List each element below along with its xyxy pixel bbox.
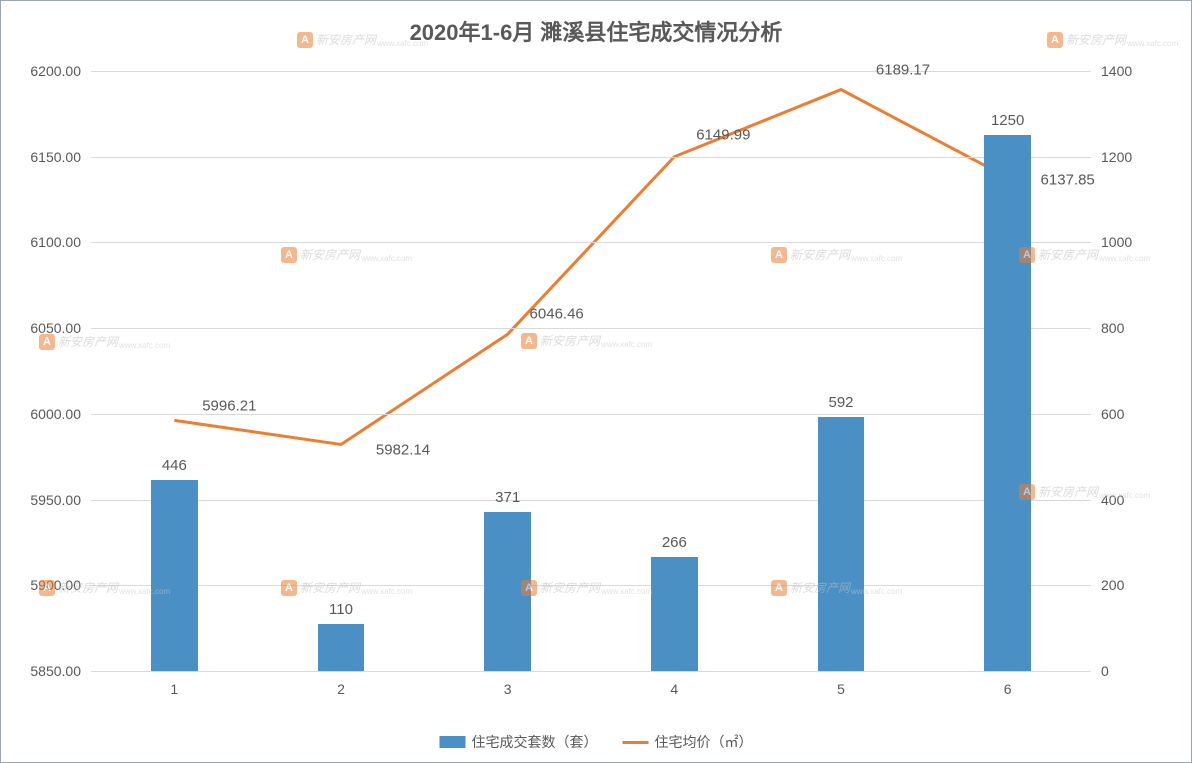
y-right-tick-label: 800: [1101, 320, 1151, 336]
watermark-icon: A: [39, 334, 55, 350]
legend-bar-label: 住宅成交套数（套）: [472, 732, 598, 752]
y-right-tick-label: 200: [1101, 577, 1151, 593]
watermark-text: 新安房产网: [790, 579, 850, 596]
y-left-tick-label: 6100.00: [21, 234, 81, 250]
chart-container: 2020年1-6月 濉溪县住宅成交情况分析 5850.005900.005950…: [0, 0, 1192, 763]
watermark-sub: www.xafc.com: [119, 341, 170, 350]
gridline: [91, 328, 1091, 329]
watermark-icon: A: [297, 32, 313, 48]
line-data-label: 6149.99: [696, 126, 750, 143]
watermark-text: 新安房产网: [316, 31, 376, 48]
watermark-sub: www.xafc.com: [851, 587, 902, 596]
watermark-sub: www.xafc.com: [377, 39, 428, 48]
y-right-tick-label: 1200: [1101, 149, 1151, 165]
watermark: A新安房产网www.xafc.com: [521, 332, 652, 349]
bar-data-label: 266: [662, 534, 687, 551]
legend-bar-swatch: [440, 736, 466, 748]
watermark: A新安房产网www.xafc.com: [521, 579, 652, 596]
watermark: A新安房产网www.xafc.com: [297, 31, 428, 48]
x-tick-label: 6: [1004, 681, 1012, 697]
bar: [818, 417, 865, 671]
watermark: A新安房产网www.xafc.com: [39, 579, 170, 596]
watermark-sub: www.xafc.com: [601, 340, 652, 349]
y-left-tick-label: 5850.00: [21, 663, 81, 679]
x-tick-label: 5: [837, 681, 845, 697]
legend: 住宅成交套数（套） 住宅均价（㎡）: [440, 732, 753, 752]
watermark-sub: www.xafc.com: [1127, 39, 1178, 48]
y-right-tick-label: 1400: [1101, 63, 1151, 79]
watermark-sub: www.xafc.com: [851, 254, 902, 263]
x-tick-label: 3: [504, 681, 512, 697]
gridline: [91, 71, 1091, 72]
bar-data-label: 110: [329, 601, 353, 618]
watermark: A新安房产网www.xafc.com: [771, 579, 902, 596]
y-left-tick-label: 6150.00: [21, 149, 81, 165]
watermark: A新安房产网www.xafc.com: [1019, 246, 1150, 263]
watermark: A新安房产网www.xafc.com: [281, 579, 412, 596]
line-data-label: 6046.46: [530, 306, 584, 323]
watermark-icon: A: [39, 580, 55, 596]
x-tick-label: 2: [337, 681, 345, 697]
watermark-text: 新安房产网: [540, 579, 600, 596]
bar-data-label: 446: [162, 457, 187, 474]
gridline: [91, 242, 1091, 243]
bar-data-label: 1250: [991, 112, 1024, 129]
bar: [984, 135, 1031, 671]
watermark-icon: A: [521, 580, 537, 596]
watermark-sub: www.xafc.com: [361, 587, 412, 596]
watermark-text: 新安房产网: [1038, 246, 1098, 263]
line-data-label: 5996.21: [202, 398, 256, 415]
watermark-text: 新安房产网: [1066, 31, 1126, 48]
watermark-sub: www.xafc.com: [361, 254, 412, 263]
watermark-icon: A: [1019, 247, 1035, 263]
y-left-tick-label: 5950.00: [21, 492, 81, 508]
watermark-text: 新安房产网: [1038, 483, 1098, 500]
watermark-sub: www.xafc.com: [1099, 491, 1150, 500]
x-tick-label: 1: [170, 681, 178, 697]
bar: [318, 624, 365, 671]
watermark-icon: A: [771, 580, 787, 596]
watermark-sub: www.xafc.com: [1099, 254, 1150, 263]
gridline: [91, 157, 1091, 158]
y-right-tick-label: 600: [1101, 406, 1151, 422]
watermark-text: 新安房产网: [300, 246, 360, 263]
watermark: A新安房产网www.xafc.com: [1047, 31, 1178, 48]
bar: [151, 480, 198, 671]
legend-line-swatch: [623, 741, 649, 744]
legend-item-bar: 住宅成交套数（套）: [440, 732, 598, 752]
watermark-icon: A: [521, 333, 537, 349]
watermark-text: 新安房产网: [58, 333, 118, 350]
watermark-icon: A: [1047, 32, 1063, 48]
watermark: A新安房产网www.xafc.com: [1019, 483, 1150, 500]
y-left-tick-label: 6200.00: [21, 63, 81, 79]
watermark-icon: A: [281, 580, 297, 596]
bar-data-label: 371: [495, 489, 520, 506]
watermark-sub: www.xafc.com: [601, 587, 652, 596]
legend-item-line: 住宅均价（㎡）: [623, 732, 753, 752]
legend-line-label: 住宅均价（㎡）: [655, 732, 753, 752]
y-left-tick-label: 6000.00: [21, 406, 81, 422]
y-right-tick-label: 0: [1101, 663, 1151, 679]
line-data-label: 6189.17: [876, 61, 930, 78]
watermark-icon: A: [771, 247, 787, 263]
watermark-sub: www.xafc.com: [119, 587, 170, 596]
watermark-icon: A: [1019, 484, 1035, 500]
watermark-text: 新安房产网: [540, 332, 600, 349]
bar: [651, 557, 698, 671]
watermark: A新安房产网www.xafc.com: [771, 246, 902, 263]
gridline: [91, 671, 1091, 672]
watermark-text: 新安房产网: [300, 579, 360, 596]
watermark: A新安房产网www.xafc.com: [39, 333, 170, 350]
watermark-text: 新安房产网: [58, 579, 118, 596]
x-tick-label: 4: [670, 681, 678, 697]
chart-title: 2020年1-6月 濉溪县住宅成交情况分析: [1, 1, 1191, 47]
watermark-text: 新安房产网: [790, 246, 850, 263]
bar-data-label: 592: [828, 394, 853, 411]
watermark: A新安房产网www.xafc.com: [281, 246, 412, 263]
line-data-label: 5982.14: [376, 442, 430, 459]
line-data-label: 6137.85: [1041, 171, 1095, 188]
watermark-icon: A: [281, 247, 297, 263]
gridline: [91, 500, 1091, 501]
